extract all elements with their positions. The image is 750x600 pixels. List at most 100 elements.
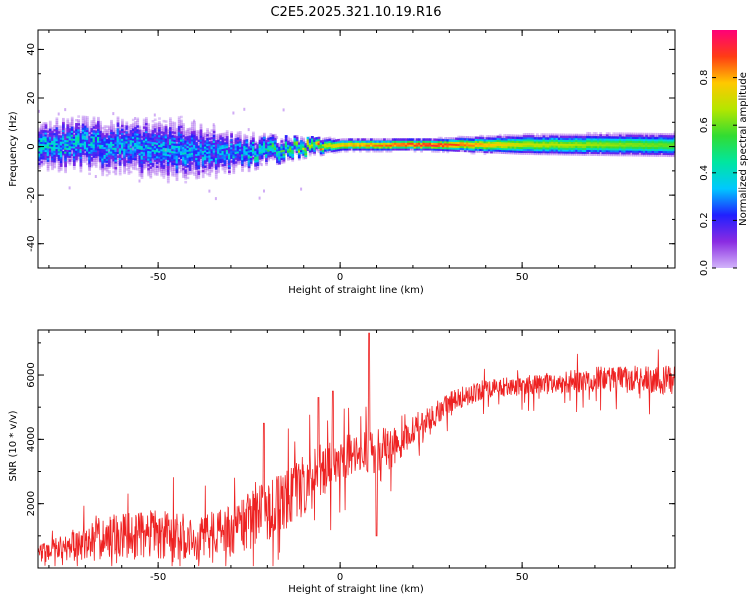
heatmap-cell	[243, 149, 247, 152]
heatmap-cell	[64, 160, 67, 164]
heatmap-cell	[75, 138, 78, 141]
heatmap-cell	[584, 133, 587, 137]
heatmap-cell	[142, 124, 146, 127]
heatmap-cell	[177, 123, 181, 127]
heatmap-cell	[627, 136, 631, 139]
heatmap-cell	[81, 148, 85, 152]
heatmap-cell	[129, 159, 133, 162]
heatmap-cell	[562, 139, 565, 142]
heatmap-cell	[621, 138, 624, 141]
heatmap-cell	[206, 161, 209, 164]
heatmap-cell	[94, 155, 98, 159]
heatmap-cell	[407, 138, 410, 141]
heatmap-cell	[669, 142, 672, 146]
heatmap-cell	[48, 134, 52, 137]
heatmap-cell	[193, 142, 196, 145]
heatmap-cell	[507, 134, 511, 137]
heatmap-cell	[64, 155, 67, 158]
heatmap-cell	[669, 140, 672, 144]
heatmap-cell	[608, 145, 611, 149]
heatmap-cell	[151, 170, 155, 174]
heatmap-cell	[304, 148, 308, 152]
heatmap-cell	[214, 175, 218, 178]
heatmap-cell	[243, 137, 247, 141]
heatmap-cell	[195, 161, 198, 164]
heatmap-cell	[496, 151, 500, 154]
heatmap-cell	[169, 152, 172, 155]
heatmap-cell	[51, 161, 54, 165]
heatmap-cell	[116, 151, 120, 155]
heatmap-cell	[158, 156, 161, 159]
heatmap-cell	[131, 165, 135, 168]
heatmap-cell	[72, 144, 76, 147]
heatmap-cell	[442, 144, 445, 148]
heatmap-cell	[44, 126, 48, 129]
heatmap-cell	[193, 128, 196, 132]
heatmap-cell	[343, 150, 347, 153]
heatmap-cell	[171, 127, 174, 130]
heatmap-cell	[77, 115, 81, 118]
heatmap-cell	[59, 135, 63, 138]
heatmap-cell	[204, 155, 207, 159]
heatmap-cell	[625, 134, 629, 137]
heatmap-cell	[160, 133, 164, 136]
heatmap-cell	[140, 160, 144, 164]
heatmap-cell	[245, 162, 249, 165]
heatmap-cell	[210, 160, 214, 163]
heatmap-cell	[238, 132, 242, 136]
heatmap-cell	[638, 142, 642, 145]
heatmap-cell	[278, 162, 281, 165]
heatmap-cell	[184, 134, 188, 137]
heatmap-cell	[394, 138, 397, 141]
heatmap-cell	[214, 159, 218, 162]
heatmap-cell	[88, 147, 91, 150]
heatmap-cell	[48, 136, 52, 139]
heatmap-cell	[634, 152, 637, 155]
heatmap-cell	[101, 158, 105, 161]
heatmap-cell	[247, 159, 251, 163]
heatmap-cell	[116, 124, 120, 127]
heatmap-cell	[136, 136, 140, 140]
figure-title: C2E5.2025.321.10.19.R16	[270, 5, 441, 20]
heatmap-cell	[145, 140, 148, 143]
heatmap-cell	[138, 154, 142, 158]
heatmap-cell	[653, 132, 657, 136]
heatmap-cell	[55, 144, 59, 148]
heatmap-cell	[142, 141, 146, 145]
heatmap-cell	[304, 154, 308, 158]
heatmap-cell	[210, 142, 214, 146]
heatmap-cell	[230, 164, 233, 167]
heatmap-cell	[442, 140, 445, 144]
spectrogram-frame	[37, 29, 676, 269]
heatmap-cell	[142, 163, 146, 166]
heatmap-cell	[210, 162, 214, 165]
heatmap-cell	[59, 131, 63, 134]
heatmap-cell	[79, 132, 83, 136]
heatmap-cell	[164, 137, 168, 141]
heatmap-cell	[317, 146, 321, 149]
heatmap-cell	[514, 152, 517, 155]
heatmap-cell	[230, 152, 233, 156]
heatmap-cell	[263, 136, 266, 140]
heatmap-cell	[236, 137, 240, 140]
heatmap-cell	[75, 150, 78, 153]
heatmap-cell	[249, 145, 253, 149]
heatmap-cell	[149, 135, 153, 138]
heatmap-cell	[173, 149, 177, 152]
heatmap-cell	[383, 146, 386, 149]
heatmap-cell	[118, 153, 122, 157]
heatmap-cell	[103, 164, 107, 167]
heatmap-cell	[522, 144, 526, 148]
heatmap-cell	[131, 151, 135, 155]
heatmap-cell	[188, 170, 192, 173]
heatmap-cell	[142, 128, 146, 131]
heatmap-cell	[636, 154, 640, 157]
heatmap-cell	[40, 127, 43, 131]
heatmap-cell	[186, 151, 190, 154]
heatmap-cell	[514, 138, 517, 141]
heatmap-cell	[42, 153, 46, 156]
heatmap-cell	[538, 144, 541, 148]
heatmap-cell	[610, 145, 613, 149]
heatmap-cell	[125, 144, 129, 148]
